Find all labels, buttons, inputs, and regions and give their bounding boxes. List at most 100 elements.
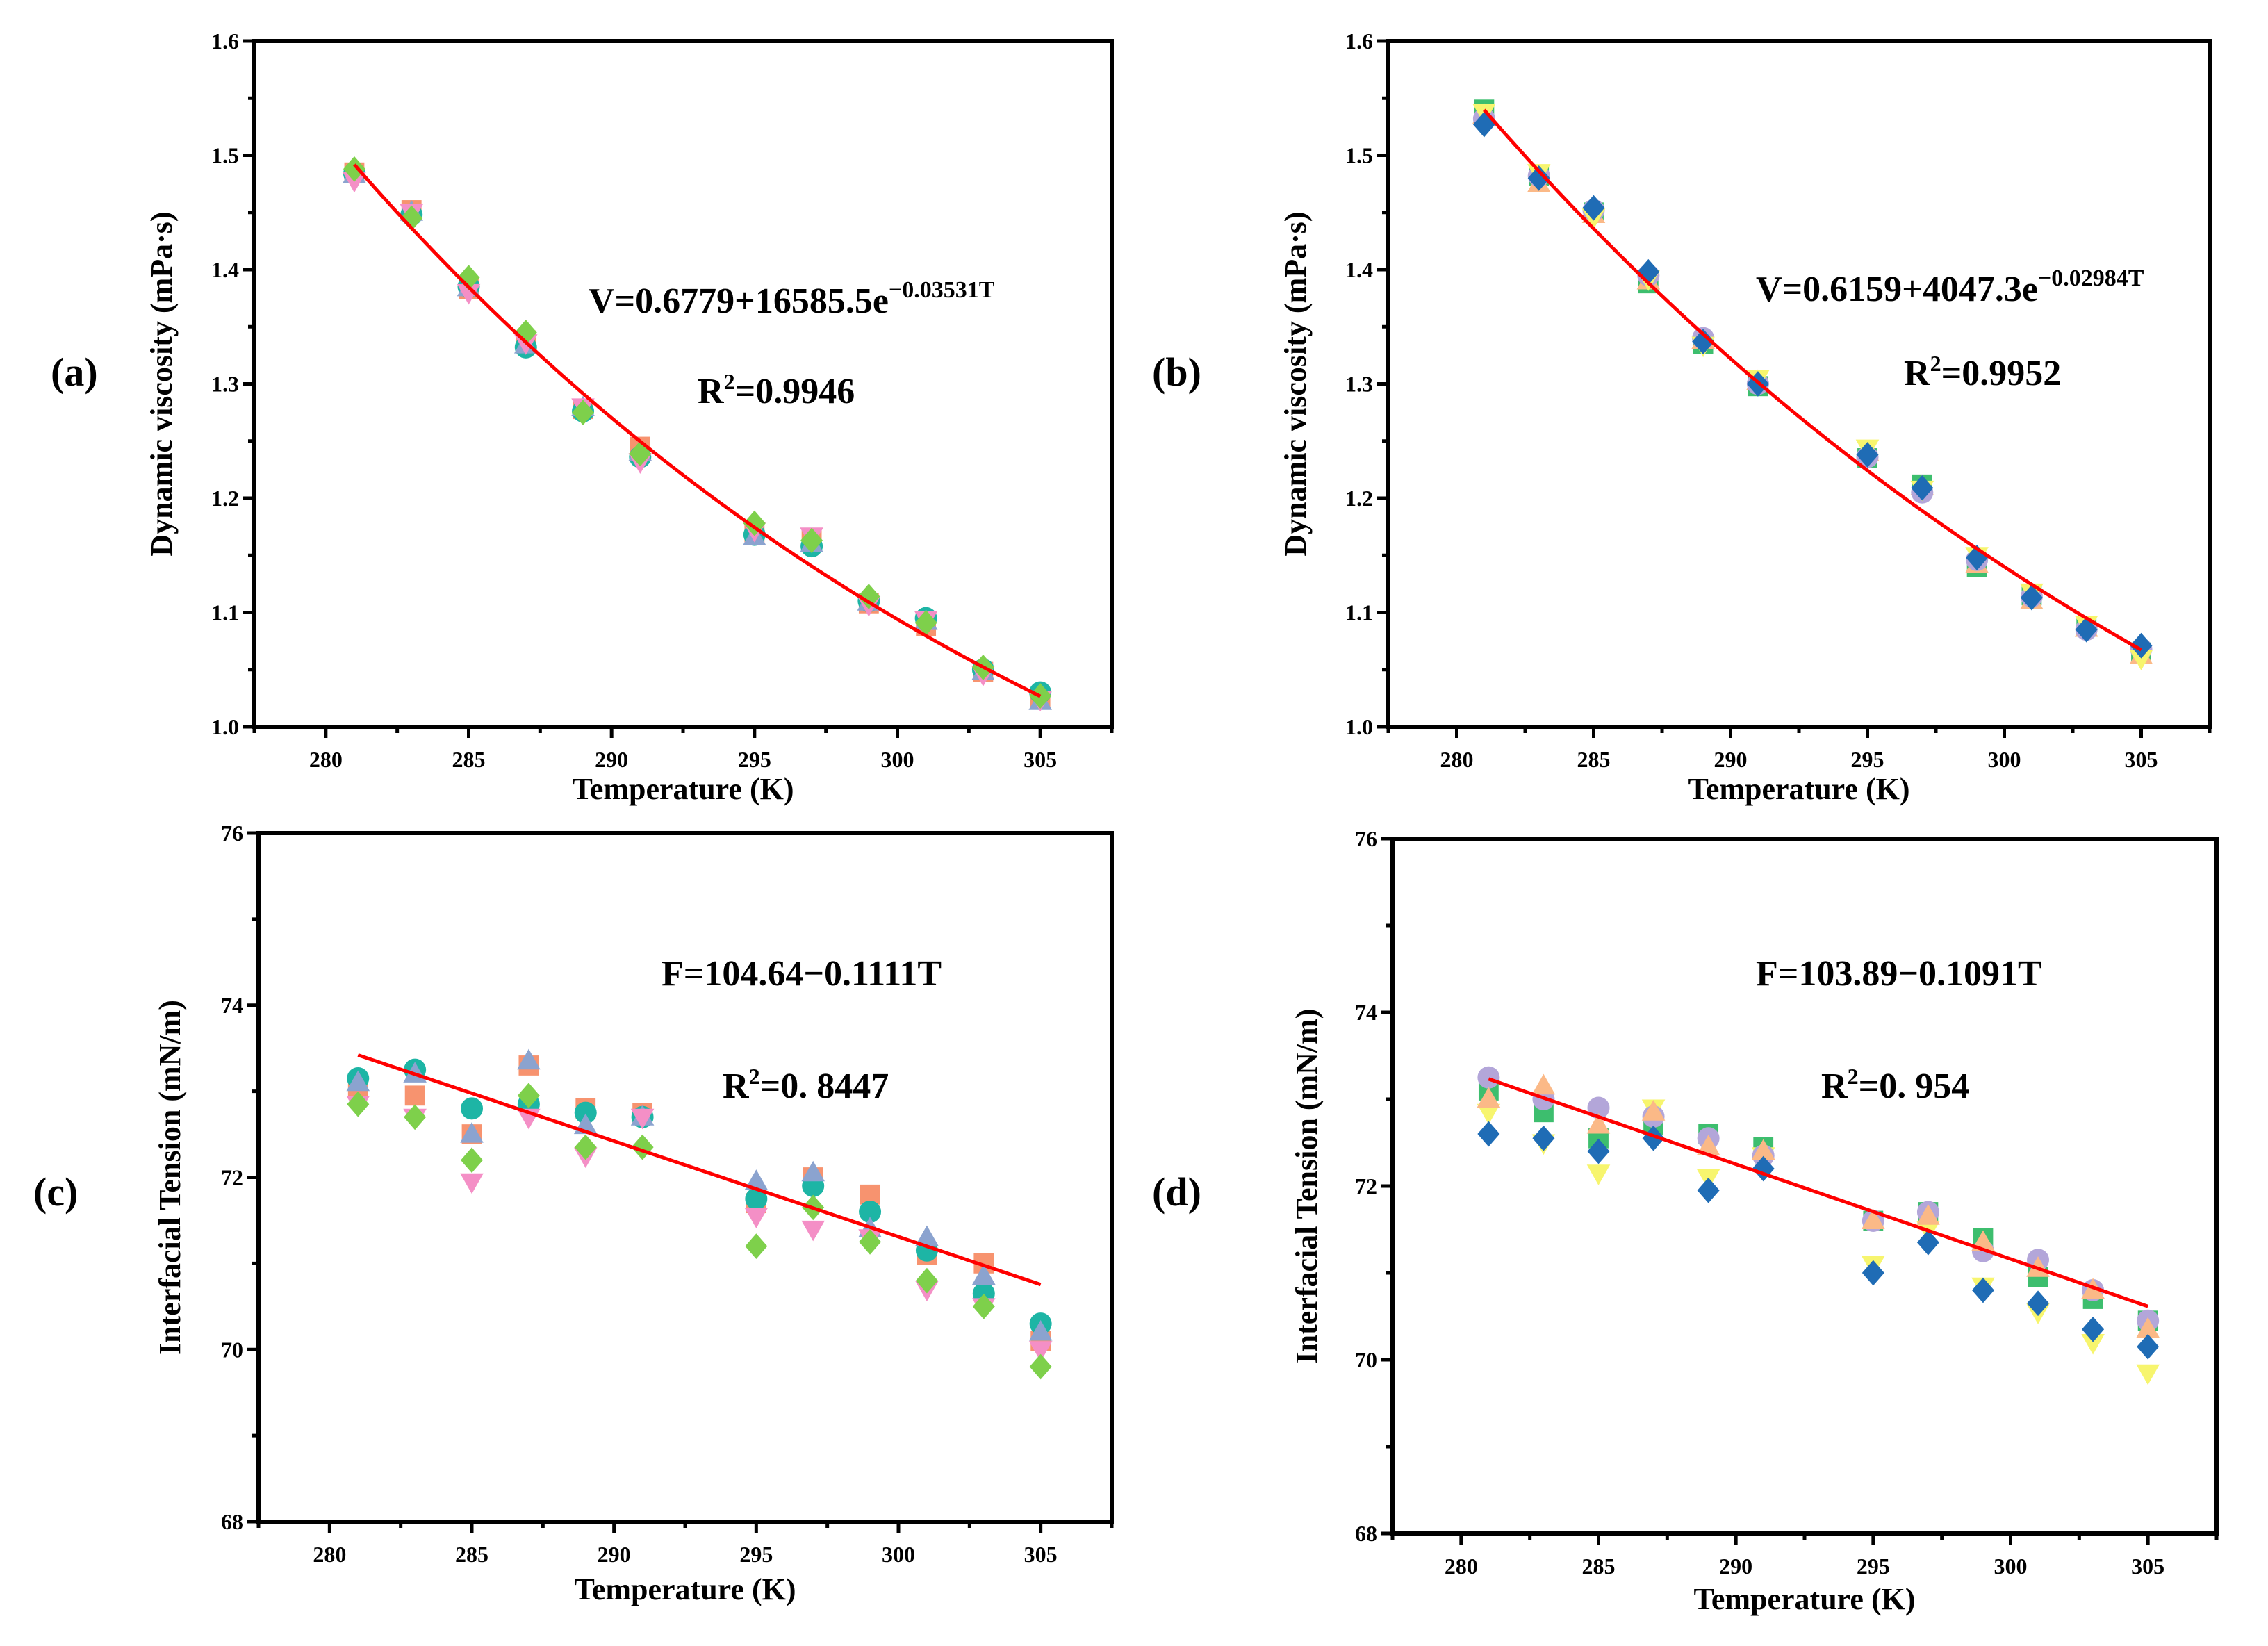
y-tick-label: 1.0: [211, 714, 239, 739]
series-triangle-up: [1477, 1073, 2160, 1338]
y-tick-label: 1.1: [211, 600, 239, 625]
y-tick-label: 1.0: [1345, 714, 1373, 739]
chart-panel-b: (b) 1.0 1.1 1.2 1.3 1.4 1.5 1.6 280 285 290 295 300 3…: [1152, 28, 2212, 806]
series-square: [347, 1055, 1051, 1351]
y-tick-label: 1.2: [1345, 486, 1373, 511]
y-tick-label: 1.3: [211, 372, 239, 397]
x-tick-label: 285: [1577, 747, 1611, 772]
x-tick-label: 295: [738, 747, 771, 772]
y-tick-label: 1.5: [211, 143, 239, 168]
diamond-marker: [1532, 1125, 1555, 1151]
fit-line: [1488, 1077, 2149, 1308]
diamond-marker: [574, 1134, 597, 1160]
r2-symbol: R: [1821, 1067, 1848, 1106]
triangle-down-marker: [2129, 650, 2153, 670]
triangle-down-marker: [630, 1108, 655, 1130]
triangle-up-marker: [1696, 1135, 1720, 1155]
r-squared: R2=0. 8447: [723, 1064, 889, 1106]
triangle-up-marker: [1751, 1139, 1775, 1160]
circle-marker: [1477, 1066, 1500, 1089]
x-axis-label: Temperature (K): [575, 1572, 796, 1606]
diamond-marker: [1527, 165, 1550, 191]
r2-symbol: R: [698, 372, 725, 411]
r-squared: R2=0.9952: [1904, 351, 2061, 393]
y-tick-label: 1.2: [211, 486, 239, 511]
triangle-down-marker: [744, 1208, 769, 1228]
triangle-down-marker: [2136, 1364, 2160, 1385]
x-tick-label: 305: [1024, 747, 1057, 772]
diamond-marker: [2020, 584, 2043, 611]
equation-main: V=0.6779+16585.5e: [589, 281, 889, 321]
r-squared: R2=0. 954: [1821, 1064, 1969, 1106]
diamond-marker: [572, 400, 595, 426]
y-tick-label: 74: [1355, 1000, 1377, 1025]
diamond-marker: [2130, 632, 2153, 659]
diamond-marker: [2137, 1333, 2160, 1360]
triangle-up-marker: [460, 1121, 484, 1143]
triangle-up-marker: [346, 1070, 370, 1092]
equation-exponent: −0.02984T: [2038, 265, 2144, 291]
diamond-marker: [1856, 442, 1879, 468]
x-tick-label: 280: [1445, 1554, 1478, 1579]
r2-superscript: 2: [1848, 1064, 1859, 1089]
triangle-up-marker: [1531, 1073, 1556, 1095]
triangle-down-marker: [1477, 1103, 1501, 1125]
x-tick-label: 290: [595, 747, 628, 772]
fit-equation: V=0.6779+16585.5e−0.03531T: [589, 277, 995, 321]
diamond-marker: [1697, 1177, 1720, 1203]
y-tick-label: 1.4: [1345, 257, 1373, 282]
diamond-marker: [347, 1091, 370, 1117]
x-tick-label: 300: [1988, 747, 2021, 772]
y-tick-label: 1.3: [1345, 372, 1373, 397]
x-tick-label: 280: [309, 747, 343, 772]
diamond-marker: [517, 1083, 540, 1109]
y-tick-label: 70: [221, 1337, 243, 1362]
x-tick-label: 280: [1440, 747, 1474, 772]
fit-line: [357, 1053, 1042, 1287]
y-tick-label: 1.5: [1345, 143, 1373, 168]
panel-label: (c): [33, 1169, 78, 1215]
series-circle: [1477, 1066, 2160, 1332]
triangle-up-marker: [744, 1169, 769, 1190]
diamond-marker: [1029, 1353, 1052, 1380]
triangle-up-marker: [1028, 1319, 1053, 1341]
x-tick-label: 305: [2131, 1554, 2164, 1579]
fit-equation: V=0.6159+4047.3e−0.02984T: [1756, 265, 2144, 309]
r2-value: =0.9946: [735, 372, 855, 411]
diamond-marker: [1642, 1125, 1665, 1151]
r-squared: R2=0.9946: [698, 369, 855, 411]
diamond-marker: [1477, 1121, 1500, 1147]
circle-marker: [859, 1201, 882, 1224]
diamond-marker: [1862, 1260, 1884, 1286]
series-square: [344, 162, 1051, 709]
x-tick-label: 285: [1582, 1554, 1616, 1579]
diamond-marker: [461, 1147, 483, 1174]
y-axis-label: Dynamic viscosity (mPa·s): [145, 211, 179, 556]
x-tick-label: 300: [881, 747, 914, 772]
plot-frame: [256, 831, 1114, 1524]
r2-symbol: R: [1904, 354, 1931, 393]
x-axis-label: Temperature (K): [1694, 1582, 1916, 1616]
x-tick-label: 285: [452, 747, 486, 772]
x-tick-label: 290: [1719, 1554, 1752, 1579]
series-triangle-down: [346, 1096, 1053, 1362]
x-tick-label: 300: [882, 1542, 915, 1567]
series-diamond: [347, 1083, 1052, 1380]
circle-marker: [745, 1187, 768, 1210]
diamond-marker: [2027, 1290, 2050, 1317]
y-tick-label: 72: [221, 1165, 243, 1190]
triangle-up-marker: [801, 1160, 825, 1182]
chart-panel-c: (c) 68 70 72 74 76 280 285 290 295 300 305 Temperatu…: [33, 821, 1114, 1606]
y-tick-label: 68: [221, 1509, 243, 1534]
r2-value: =0. 954: [1859, 1067, 1970, 1106]
diamond-marker: [1582, 195, 1605, 221]
panel-label: (a): [51, 349, 98, 395]
r2-superscript: 2: [724, 369, 735, 394]
series-diamond: [343, 156, 1052, 709]
y-tick-label: 76: [1355, 826, 1377, 851]
diamond-marker: [1692, 329, 1715, 355]
y-tick-label: 1.6: [1345, 28, 1373, 54]
series-triangle-down: [343, 172, 1052, 712]
x-tick-label: 295: [1851, 747, 1884, 772]
